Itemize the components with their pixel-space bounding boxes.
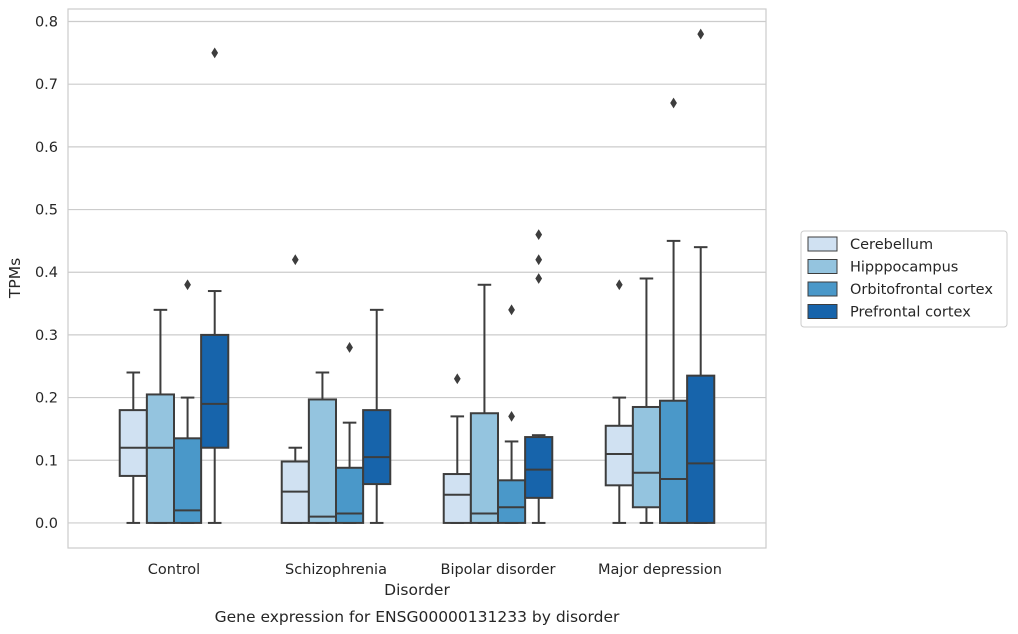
x-axis-ticks: Control Schizophrenia Bipolar disorder Majo… [148,562,722,578]
box-cerebellum [604,279,634,524]
box-orbitofrontal-cortex [659,97,689,524]
outlier-point [346,342,353,353]
y-tick-label: 0.1 [35,453,58,469]
box-iqr [442,473,472,524]
box-prefrontal-cortex [524,229,554,524]
box-iqr [118,409,148,477]
box-iqr [362,409,392,486]
box-cerebellum [118,371,148,524]
box-hipppocampus [145,308,176,524]
box-iqr [631,405,661,509]
outlier-point [535,254,543,266]
outlier-point [615,279,623,291]
y-tick-label: 0.6 [35,140,58,156]
box-prefrontal-cortex [686,28,716,524]
legend-swatch [807,236,838,252]
box-hipppocampus [469,283,499,524]
legend-swatch [807,304,838,319]
chart-title: Gene expression for ENSG00000131233 by d… [215,608,620,626]
y-tick-label: 0.3 [35,328,58,344]
box-iqr [469,412,499,524]
box-iqr [604,424,634,487]
y-tick-label: 0.5 [35,203,58,219]
box-cerebellum [280,254,310,524]
outlier-point [453,373,461,385]
box-iqr [497,479,527,524]
box-iqr [145,393,176,524]
x-axis-label: Disorder [384,581,450,599]
outlier-point [535,273,543,284]
plot-area-frame [67,8,767,549]
box-iqr [686,374,716,524]
outlier-point [184,279,191,291]
box-iqr [524,436,554,499]
legend-label: Prefrontal cortex [850,305,971,321]
box-prefrontal-cortex [200,47,230,524]
box-orbitofrontal-cortex [497,304,527,524]
legend-label: Hipppocampus [850,260,958,276]
box-iqr [307,398,337,524]
y-tick-label: 0.4 [35,265,58,281]
box-prefrontal-cortex [362,308,392,524]
y-axis-ticks: 0.0 0.1 0.2 0.3 0.4 0.5 0.6 0.7 0.8 [35,15,58,532]
legend-label: Orbitofrontal cortex [850,282,993,298]
y-tick-label: 0.7 [35,77,58,93]
outlier-point [211,47,219,59]
outlier-point [535,229,543,241]
box-hipppocampus [631,277,661,524]
x-tick-label: Schizophrenia [285,562,387,578]
box-cerebellum [442,373,472,524]
box-iqr [200,333,230,449]
x-tick-label: Control [148,562,200,578]
outlier-point [291,254,299,266]
y-tick-label: 0.2 [35,391,58,407]
box-groups [118,28,716,524]
outlier-point [697,28,705,40]
outlier-point [508,304,515,316]
box-orbitofrontal-cortex [173,279,203,524]
box-iqr [659,399,689,524]
y-tick-label: 0.0 [35,516,58,532]
legend-swatch [807,281,838,297]
outlier-point [508,410,515,422]
y-axis-label: TPMs [6,258,24,299]
x-tick-label: Major depression [598,562,722,578]
box-orbitofrontal-cortex [335,342,365,524]
outlier-point [670,97,677,109]
box-iqr [173,437,203,524]
y-tick-label: 0.8 [35,15,58,31]
legend: Cerebellum Hipppocampus Orbitofrontal cort… [800,230,1008,328]
box-iqr [335,466,365,524]
box-hipppocampus [307,371,337,524]
legend-swatch [807,259,838,274]
x-tick-label: Bipolar disorder [441,562,556,578]
legend-frame [800,230,1008,328]
legend-label: Cerebellum [850,237,933,253]
